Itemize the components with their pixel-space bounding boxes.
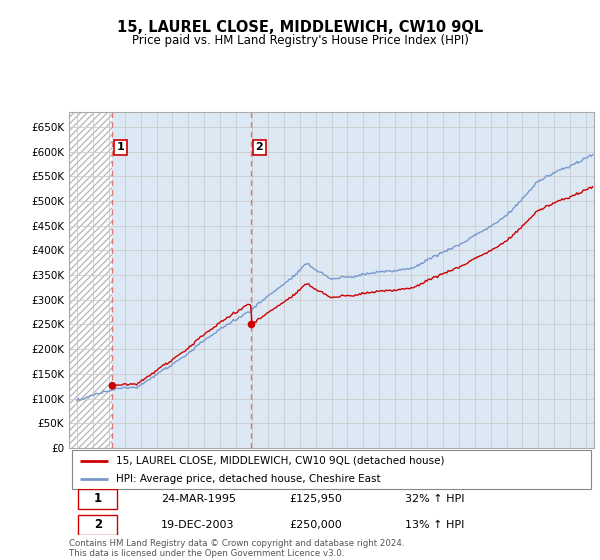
Text: £250,000: £250,000 <box>290 520 342 530</box>
Text: 1: 1 <box>116 142 124 152</box>
Text: 13% ↑ HPI: 13% ↑ HPI <box>405 520 464 530</box>
Bar <box>69 112 112 448</box>
Bar <box>112 112 594 448</box>
Point <box>247 320 256 329</box>
Text: 32% ↑ HPI: 32% ↑ HPI <box>405 494 464 504</box>
Text: 2: 2 <box>94 518 102 531</box>
Point <box>107 381 117 390</box>
Text: £125,950: £125,950 <box>290 494 343 504</box>
Text: 24-MAR-1995: 24-MAR-1995 <box>161 494 236 504</box>
Text: Price paid vs. HM Land Registry's House Price Index (HPI): Price paid vs. HM Land Registry's House … <box>131 34 469 46</box>
Text: 15, LAUREL CLOSE, MIDDLEWICH, CW10 9QL: 15, LAUREL CLOSE, MIDDLEWICH, CW10 9QL <box>117 20 483 35</box>
Text: 1: 1 <box>94 492 102 506</box>
Text: 2: 2 <box>256 142 263 152</box>
Text: 15, LAUREL CLOSE, MIDDLEWICH, CW10 9QL (detached house): 15, LAUREL CLOSE, MIDDLEWICH, CW10 9QL (… <box>116 456 445 465</box>
Text: HPI: Average price, detached house, Cheshire East: HPI: Average price, detached house, Ches… <box>116 474 381 484</box>
FancyBboxPatch shape <box>71 450 592 489</box>
FancyBboxPatch shape <box>78 515 118 535</box>
Text: Contains HM Land Registry data © Crown copyright and database right 2024.
This d: Contains HM Land Registry data © Crown c… <box>69 539 404 558</box>
FancyBboxPatch shape <box>78 489 118 509</box>
Text: 19-DEC-2003: 19-DEC-2003 <box>161 520 235 530</box>
